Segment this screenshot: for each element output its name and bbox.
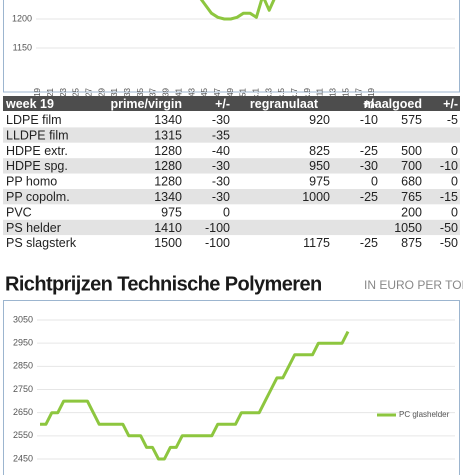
- table-cell: LDPE film: [6, 113, 62, 127]
- table-cell: 1050: [394, 221, 422, 235]
- table-cell: 920: [309, 113, 330, 127]
- table-cell: 1280: [154, 144, 182, 158]
- chart-frame: [3, 300, 460, 475]
- table-header: week 19: [5, 97, 54, 111]
- table-cell: PVC: [6, 205, 32, 219]
- table-cell: PP copolm.: [6, 190, 70, 204]
- table-cell: -30: [360, 159, 378, 173]
- table-cell: -50: [440, 221, 458, 235]
- table-cell: 1315: [154, 128, 182, 142]
- table-cell: -35: [212, 128, 230, 142]
- y-tick-label: 1200: [12, 13, 32, 23]
- chart-frame: [3, 0, 460, 93]
- table-cell: 500: [401, 144, 422, 158]
- table-header-bg: [3, 96, 460, 111]
- table-row-bg: [3, 158, 460, 174]
- table-cell: LLDPE film: [6, 128, 69, 142]
- table-cell: -25: [360, 144, 378, 158]
- table-cell: 0: [451, 175, 458, 189]
- table-cell: -30: [212, 159, 230, 173]
- table-cell: -30: [212, 175, 230, 189]
- table-cell: PP homo: [6, 175, 57, 189]
- table-cell: PS slagsterk: [6, 236, 77, 250]
- table-cell: -10: [440, 159, 458, 173]
- table-cell: 0: [451, 205, 458, 219]
- table-cell: -10: [360, 113, 378, 127]
- table-cell: 1340: [154, 113, 182, 127]
- table-cell: HDPE extr.: [6, 144, 68, 158]
- table-cell: 825: [309, 144, 330, 158]
- y-tick-label: 2550: [13, 430, 33, 440]
- table-header: +/-: [443, 97, 458, 111]
- table-cell: -5: [447, 113, 458, 127]
- table-cell: HDPE spg.: [6, 159, 68, 173]
- table-cell: 1175: [303, 236, 330, 250]
- table-header: +/-: [363, 97, 378, 111]
- table-header: prime/virgin: [110, 97, 182, 111]
- table-header: maalgoed: [364, 97, 422, 111]
- table-row-bg: [3, 173, 460, 189]
- table-cell: 700: [401, 159, 422, 173]
- table-cell: -25: [360, 236, 378, 250]
- x-tick-label: vk.5: [277, 87, 286, 102]
- table-cell: -30: [212, 113, 230, 127]
- table-cell: 0: [451, 144, 458, 158]
- table-cell: -25: [360, 190, 378, 204]
- table-cell: 1340: [154, 190, 182, 204]
- section-subtitle: IN EURO PER TON: [364, 278, 463, 292]
- table-cell: 950: [309, 159, 330, 173]
- table-cell: -40: [212, 144, 230, 158]
- y-tick-label: 1150: [13, 42, 32, 52]
- x-tick-label: vk.7: [290, 87, 299, 102]
- table-cell: -30: [212, 190, 230, 204]
- table-cell: 975: [161, 205, 182, 219]
- y-tick-label: 2450: [13, 453, 33, 463]
- table-cell: 0: [223, 205, 230, 219]
- table-cell: 1000: [302, 190, 330, 204]
- data-line: [40, 330, 350, 461]
- section-title: Richtprijzen Technische Polymeren: [5, 273, 322, 295]
- table-cell: 1500: [154, 236, 182, 250]
- table-cell: 1280: [154, 175, 182, 189]
- y-tick-label: 2850: [13, 361, 33, 371]
- series: [40, 330, 350, 461]
- table-cell: 765: [401, 190, 422, 204]
- table-cell: 680: [401, 175, 422, 189]
- table-row-bg: [3, 204, 460, 220]
- table-header: +/-: [215, 97, 230, 111]
- table-cell: 0: [371, 175, 378, 189]
- table-row-bg: [3, 127, 460, 143]
- table-cell: PS helder: [6, 221, 61, 235]
- y-tick-label: 2750: [13, 384, 33, 394]
- table-row-bg: [3, 189, 460, 205]
- table-cell: 1410: [154, 221, 182, 235]
- table-cell: -100: [205, 236, 230, 250]
- y-tick-label: 3050: [13, 314, 33, 324]
- data-line: [199, 0, 276, 21]
- table-cell: -100: [205, 221, 230, 235]
- y-tick-label: 2950: [13, 338, 33, 348]
- y-tick-label: 2650: [13, 407, 33, 417]
- table-row-bg: [3, 235, 460, 251]
- table-cell: -50: [440, 236, 458, 250]
- table-cell: -15: [440, 190, 458, 204]
- table-cell: 1280: [154, 159, 182, 173]
- x-tick-label: vk.1: [252, 87, 261, 102]
- table-cell: 975: [309, 175, 330, 189]
- x-tick-label: vk.3: [264, 87, 273, 102]
- table-row-bg: [3, 112, 460, 128]
- legend-label: PC glashelder: [399, 410, 450, 419]
- table-cell: 575: [401, 113, 422, 127]
- table-cell: 200: [401, 205, 422, 219]
- series: [199, 0, 276, 21]
- table-row-bg: [3, 219, 460, 236]
- table-header: regranulaat: [250, 97, 319, 111]
- table-row-bg: [3, 142, 460, 159]
- x-tick-label: vk.9: [303, 87, 312, 102]
- table-cell: 875: [401, 236, 422, 250]
